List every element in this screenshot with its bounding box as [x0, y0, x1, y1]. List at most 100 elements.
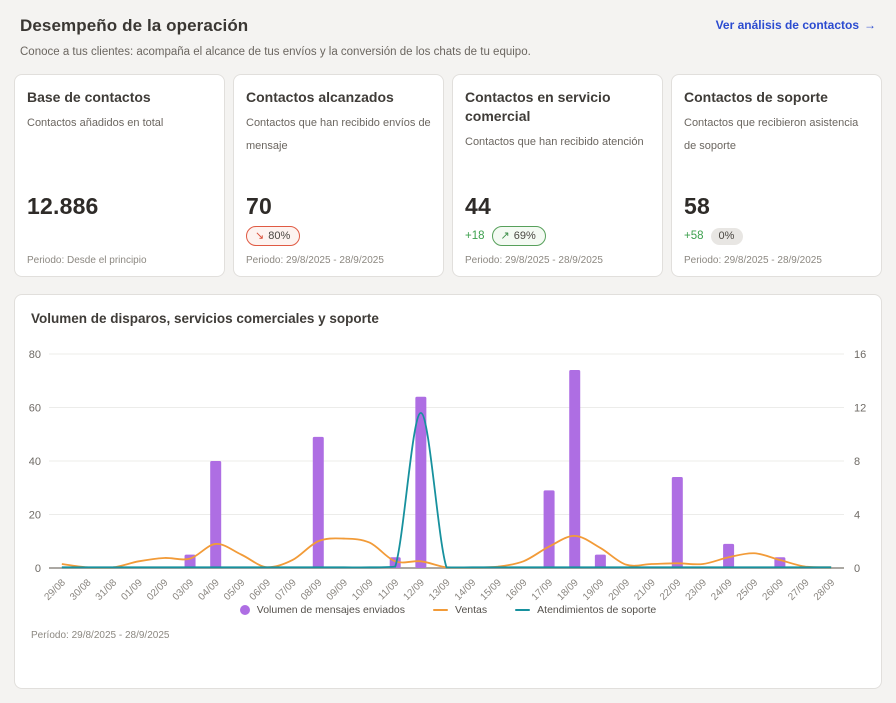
badge-label: 0% [718, 229, 735, 242]
x-axis-date-label: 30/08 [68, 577, 94, 603]
x-axis-date-label: 20/09 [607, 577, 633, 603]
badge-label: 80% [268, 229, 291, 242]
card-title: Base de contactos [27, 89, 151, 105]
volume-bar[interactable] [415, 396, 427, 568]
badge-label: 69% [513, 229, 536, 242]
volume-bar[interactable] [569, 370, 581, 568]
legend-line-icon [433, 608, 449, 612]
x-axis-date-label: 22/09 [658, 577, 684, 603]
card-value: 58 [684, 193, 710, 219]
chart-period: Período: 29/8/2025 - 28/9/2025 [31, 630, 170, 641]
card-value: 12.886 [27, 193, 99, 219]
legend-line-icon [515, 608, 531, 612]
delta-value: +18 [465, 230, 485, 242]
x-axis-date-label: 06/09 [248, 577, 274, 603]
right-axis-tick-label: 16 [854, 349, 866, 361]
volume-bar[interactable] [543, 490, 555, 568]
x-axis-date-label: 24/09 [709, 577, 735, 603]
card-description: Contactos añadidos en total [27, 116, 164, 129]
badge-row: ↘ 80% [246, 225, 431, 247]
card-description: Contactos que han recibido atención [465, 135, 644, 148]
x-axis-date-label: 18/09 [555, 577, 581, 603]
ventas-line [61, 534, 832, 569]
volume-bar[interactable] [312, 436, 324, 568]
chart-legend: Volumen de mensajes enviados Ventas Atendi… [31, 604, 865, 616]
card-title: Contactos de soporte [684, 89, 828, 105]
left-axis-tick-label: 20 [29, 510, 41, 522]
page-subtitle: Conoce a tus clientes: acompaña el alcan… [20, 46, 531, 58]
legend-item[interactable]: Ventas [433, 604, 487, 616]
right-axis-tick-label: 0 [854, 563, 860, 575]
x-axis-date-label: 14/09 [453, 577, 479, 603]
x-axis-date-label: 01/09 [119, 577, 145, 603]
x-axis-date-label: 23/09 [684, 577, 710, 603]
card-title: Contactos alcanzados [246, 89, 394, 105]
soporte-line [61, 411, 832, 569]
stat-cards-row: Base de contactos Contactos añadidos en … [14, 74, 882, 277]
left-axis-tick-label: 40 [29, 456, 41, 468]
x-axis-date-label: 09/09 [325, 577, 351, 603]
trend-up-icon: ↗ [500, 230, 510, 242]
card-period: Periodo: Desde el principio [27, 255, 147, 266]
x-axis-date-label: 29/08 [42, 577, 68, 603]
x-axis-date-label: 10/09 [350, 577, 376, 603]
stat-card-contactos-de-soporte: Contactos de soporte Contactos que recib… [671, 74, 882, 277]
badge-row: +18 ↗ 69% [465, 225, 650, 247]
x-axis-date-label: 31/08 [94, 577, 120, 603]
left-axis-tick-label: 0 [35, 563, 41, 575]
contacts-analysis-link[interactable]: Ver análisis de contactos → [716, 18, 876, 32]
x-axis-date-label: 13/09 [427, 577, 453, 603]
x-axis-date-label: 12/09 [401, 577, 427, 603]
volume-bar[interactable] [594, 554, 606, 568]
legend-label: Ventas [455, 604, 488, 616]
arrow-right-icon: → [864, 18, 876, 32]
trend-badge-neutral: 0% [710, 227, 744, 245]
card-period: Periodo: 29/8/2025 - 28/9/2025 [684, 255, 822, 266]
card-description: Contactos que recibieron asistencia de s… [684, 116, 859, 152]
stat-card-contactos-alcanzados: Contactos alcanzados Contactos que han r… [233, 74, 444, 277]
legend-dot-icon [239, 605, 250, 615]
right-axis-tick-label: 4 [854, 510, 860, 522]
stat-card-base-de-contactos: Base de contactos Contactos añadidos en … [14, 74, 225, 277]
volume-bar[interactable] [723, 543, 735, 568]
x-axis-date-label: 04/09 [196, 577, 222, 603]
x-axis-date-label: 08/09 [299, 577, 325, 603]
card-value: 44 [465, 193, 491, 219]
page-header-text: Desempeño de la operación Conoce a tus c… [20, 16, 531, 58]
stat-card-contactos-servicio-comercial: Contactos en servicio comercial Contacto… [452, 74, 663, 277]
legend-label: Volumen de mensajes enviados [256, 604, 406, 616]
x-axis-date-label: 16/09 [504, 577, 530, 603]
legend-item[interactable]: Atendimientos de soporte [515, 604, 656, 616]
x-axis-date-label: 15/09 [478, 577, 504, 603]
chart-card: Volumen de disparos, servicios comercial… [14, 294, 882, 689]
trend-down-icon: ↘ [255, 230, 265, 242]
page-title: Desempeño de la operación [20, 16, 249, 35]
trend-badge-positive: ↗ 69% [491, 226, 546, 246]
legend-item[interactable]: Volumen de mensajes enviados [239, 604, 406, 616]
x-axis-date-label: 19/09 [581, 577, 607, 603]
badge-row: +58 0% [684, 225, 869, 247]
volume-bar[interactable] [210, 461, 222, 568]
x-axis-date-label: 27/09 [786, 577, 812, 603]
card-value: 70 [246, 193, 272, 219]
x-axis-date-label: 05/09 [222, 577, 248, 603]
badge-row [27, 225, 212, 247]
x-axis-date-label: 02/09 [145, 577, 171, 603]
volume-bar[interactable] [671, 477, 683, 568]
x-axis-date-label: 07/09 [273, 577, 299, 603]
x-axis-date-label: 25/09 [735, 577, 761, 603]
x-axis-date-label: 17/09 [530, 577, 556, 603]
card-title: Contactos en servicio comercial [465, 89, 611, 124]
x-axis-date-label: 03/09 [171, 577, 197, 603]
card-description: Contactos que han recibido envíos de men… [246, 116, 431, 152]
contacts-analysis-link-label: Ver análisis de contactos [715, 18, 859, 32]
volume-sales-support-chart: 0 20 40 60 80 0 4 8 12 16 29/08 30/08 31/08 01/09 02/0… [29, 349, 867, 603]
delta-value: +58 [684, 230, 704, 242]
x-axis-date-label: 28/09 [812, 577, 838, 603]
left-axis-tick-label: 80 [29, 349, 41, 361]
x-axis-date-label: 21/09 [632, 577, 658, 603]
right-axis-tick-label: 8 [854, 456, 860, 468]
x-axis-date-label: 11/09 [376, 577, 401, 602]
trend-badge-negative: ↘ 80% [246, 226, 301, 246]
x-axis-date-label: 26/09 [761, 577, 787, 603]
